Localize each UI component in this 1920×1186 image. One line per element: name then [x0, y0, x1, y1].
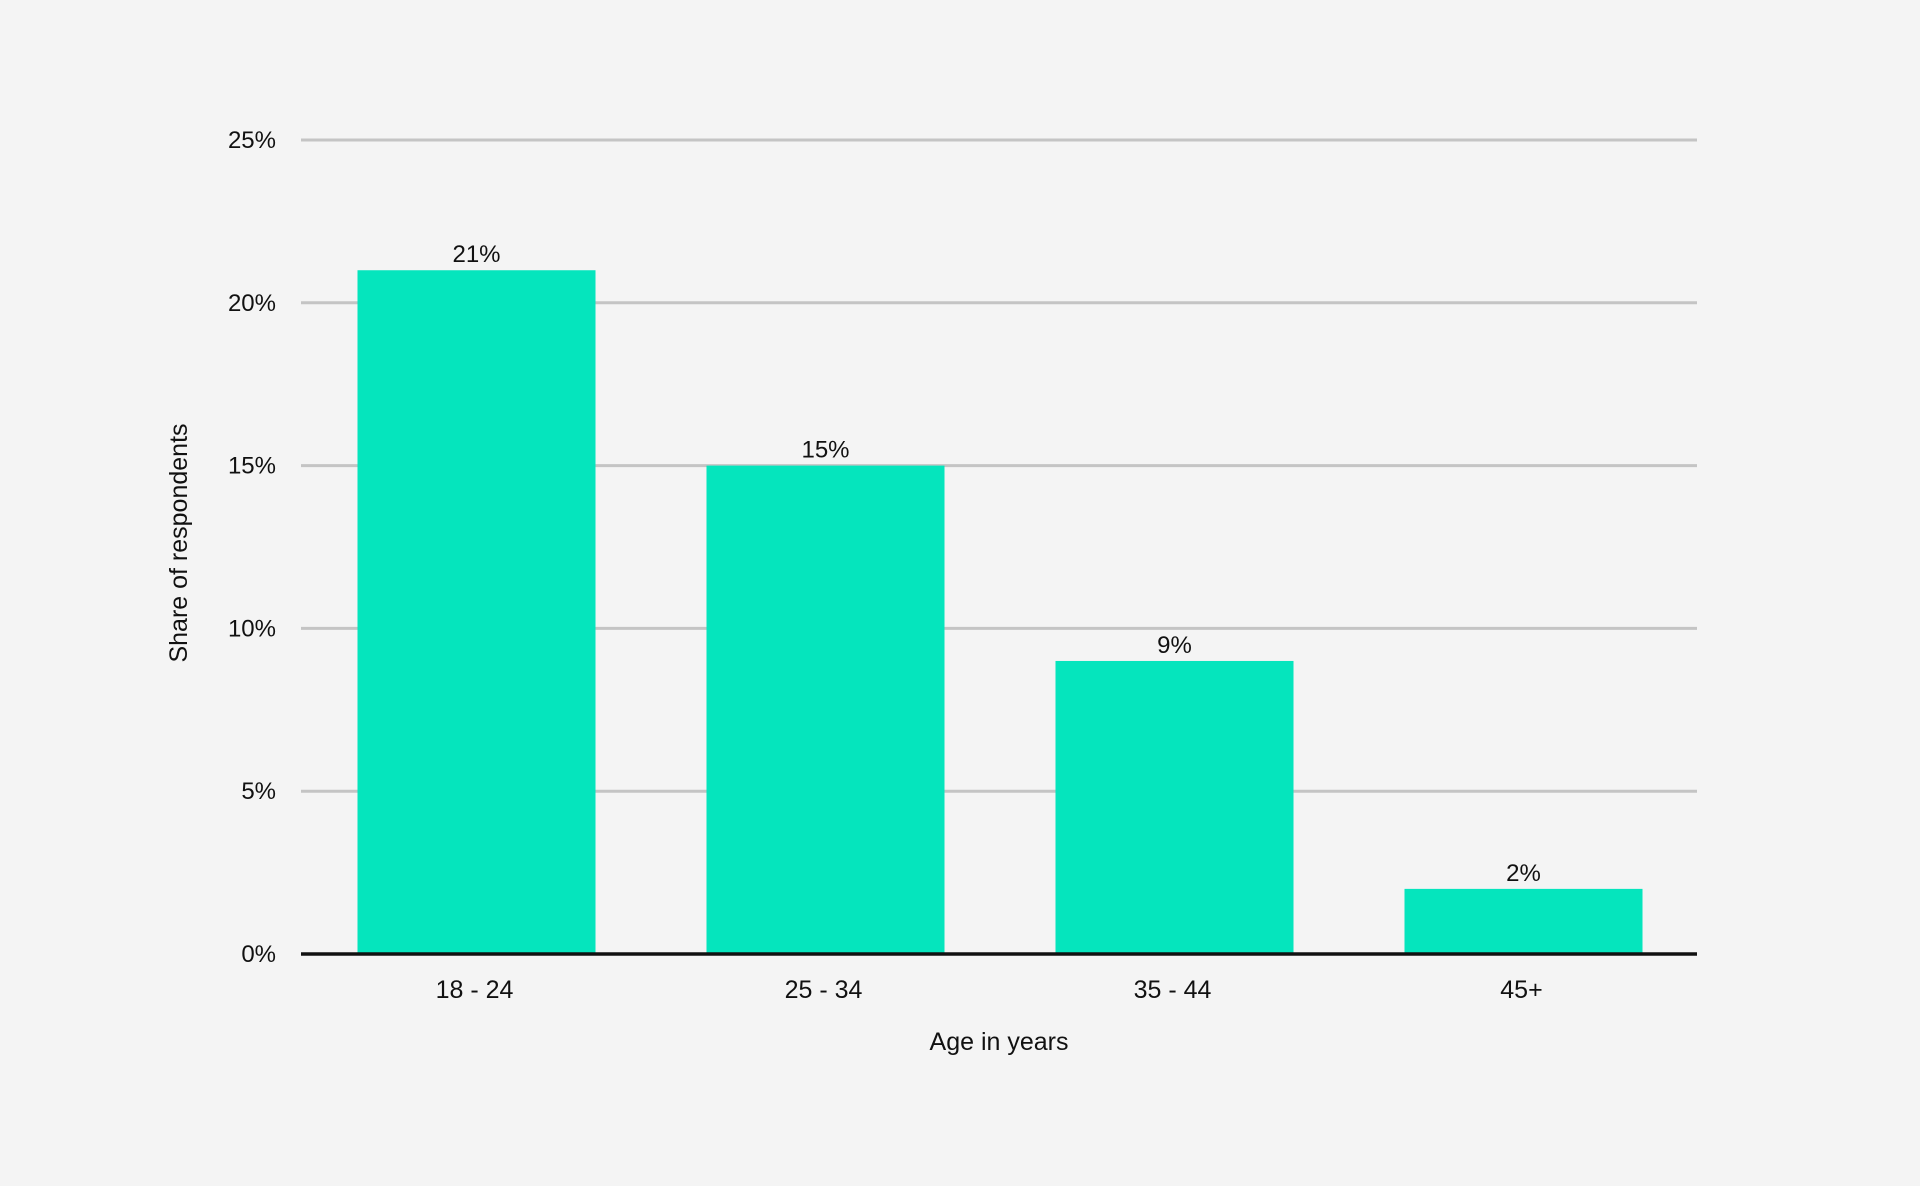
bar-value-label: 9% — [1157, 632, 1192, 659]
bar-18-24 — [357, 270, 596, 954]
y-tick-label: 15% — [228, 453, 276, 480]
y-axis-ticks: 0% 5% 10% 15% 20% 25% — [228, 127, 276, 968]
bar-25-34 — [706, 465, 945, 954]
bar-45plus — [1404, 888, 1643, 954]
x-tick-label: 45+ — [1500, 976, 1542, 1004]
x-tick-label: 35 - 44 — [1134, 976, 1212, 1004]
bar-value-label: 21% — [452, 241, 500, 268]
value-labels: 21% 15% 9% 2% — [452, 241, 1540, 887]
x-axis-ticks: 18 - 24 25 - 34 35 - 44 45+ — [436, 976, 1543, 1004]
x-axis-title: Age in years — [930, 1028, 1069, 1056]
y-tick-label: 25% — [228, 127, 276, 154]
bars — [357, 270, 1643, 954]
x-tick-label: 18 - 24 — [436, 976, 514, 1004]
y-tick-label: 20% — [228, 290, 276, 317]
y-tick-label: 10% — [228, 615, 276, 642]
bar-value-label: 2% — [1506, 860, 1541, 887]
bar-value-label: 15% — [801, 437, 849, 464]
bar-35-44 — [1055, 660, 1294, 954]
x-tick-label: 25 - 34 — [785, 976, 863, 1004]
y-tick-label: 0% — [241, 941, 276, 968]
y-axis-title: Share of respondents — [165, 423, 193, 662]
y-tick-label: 5% — [241, 778, 276, 805]
